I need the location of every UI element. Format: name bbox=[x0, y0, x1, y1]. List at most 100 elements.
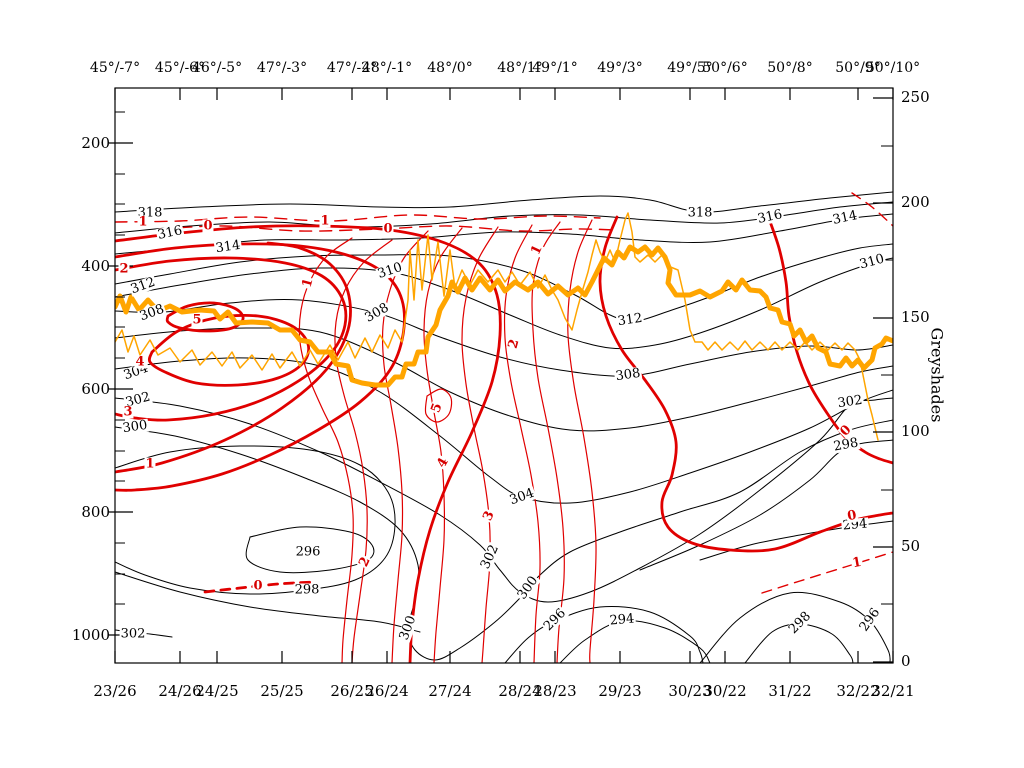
right-axis-label: 150 bbox=[901, 308, 930, 327]
right-axis-label: 200 bbox=[901, 193, 930, 212]
black-contour-label: 294 bbox=[608, 611, 636, 629]
right-axis-label: 0 bbox=[901, 652, 911, 671]
left-axis-label: 200 bbox=[81, 134, 110, 152]
black-contour-line bbox=[115, 571, 421, 633]
left-axis-label: 400 bbox=[81, 257, 110, 275]
red-contour-label: 1 bbox=[137, 214, 149, 230]
red-contour-line bbox=[115, 241, 352, 474]
bottom-axis-label: 32/21 bbox=[871, 682, 915, 700]
black-contour-line bbox=[115, 298, 893, 377]
bottom-axis-label: 29/23 bbox=[598, 682, 642, 700]
black-contour-label: 298 bbox=[293, 582, 321, 598]
black-contour-label: 296 bbox=[294, 544, 322, 560]
red-contour-line bbox=[115, 214, 601, 223]
red-contour-line bbox=[851, 192, 893, 227]
black-contour-label: 312 bbox=[615, 310, 645, 330]
red-contour-line bbox=[298, 237, 354, 663]
red-contour-line bbox=[423, 227, 463, 663]
top-axis-label: 50°/10° bbox=[865, 60, 921, 76]
bottom-axis-label: 27/24 bbox=[428, 682, 472, 700]
black-contour-line bbox=[115, 213, 893, 255]
top-axis-label: 45°/-6° bbox=[154, 60, 206, 76]
top-axis-label: 47°/-2° bbox=[326, 60, 378, 76]
plot-frame bbox=[114, 87, 894, 664]
right-axis-label: 50 bbox=[901, 537, 921, 556]
top-axis-label: 48°/-1° bbox=[361, 60, 413, 76]
red-contour-label: 0 bbox=[382, 221, 394, 237]
top-axis-label: 48°/0° bbox=[427, 60, 473, 76]
black-contour-line bbox=[559, 620, 711, 663]
bottom-axis-label: 30/23 bbox=[668, 682, 712, 700]
black-contour-line bbox=[115, 327, 893, 432]
top-axis-label: 49°/1° bbox=[532, 60, 578, 76]
red-contour-line bbox=[424, 388, 453, 423]
left-axis-label: 800 bbox=[81, 503, 110, 521]
bottom-axis-label: 24/25 bbox=[195, 682, 239, 700]
red-contour-line bbox=[766, 214, 893, 465]
top-axis-label: 50°/9° bbox=[835, 60, 881, 76]
bottom-axis-label: 23/26 bbox=[93, 682, 137, 700]
red-contour-line bbox=[461, 226, 499, 663]
top-axis-label: 50°/8° bbox=[767, 60, 813, 76]
orange-contour-line bbox=[115, 244, 893, 388]
red-contour-line bbox=[147, 314, 311, 387]
black-contour-label: 314 bbox=[213, 237, 243, 257]
red-contour-label: 4 bbox=[134, 354, 146, 370]
red-contour-line bbox=[761, 551, 893, 594]
orange-contour-line bbox=[115, 212, 879, 441]
left-axis-label: 1000 bbox=[71, 626, 110, 644]
left-axis-label: 600 bbox=[81, 380, 110, 398]
red-contour-line bbox=[115, 256, 348, 422]
red-contour-label: 3 bbox=[122, 404, 134, 420]
bottom-axis-label: 26/24 bbox=[365, 682, 409, 700]
black-contour-line bbox=[115, 357, 893, 504]
bottom-axis-label: 30/22 bbox=[703, 682, 747, 700]
red-contour-line bbox=[381, 230, 429, 663]
bottom-axis-label: 26/25 bbox=[330, 682, 374, 700]
black-contour-label: 300 bbox=[120, 417, 150, 437]
top-axis-label: 45°/-7° bbox=[89, 60, 141, 76]
red-contour-label: 1 bbox=[144, 456, 156, 472]
black-contour-label: 302 bbox=[119, 626, 147, 642]
right-axis-label: 250 bbox=[901, 88, 930, 107]
contour-lines-group bbox=[115, 191, 893, 663]
black-contour-line bbox=[744, 623, 854, 663]
red-contour-line bbox=[159, 225, 616, 232]
black-contour-label: 302 bbox=[835, 392, 865, 412]
red-contour-label: 1 bbox=[850, 554, 864, 572]
red-contour-label: 2 bbox=[118, 261, 130, 277]
red-contour-label: 0 bbox=[845, 507, 859, 525]
bottom-axis-label: 28/23 bbox=[533, 682, 577, 700]
top-axis-label: 50°/6° bbox=[702, 60, 748, 76]
black-contour-line bbox=[504, 605, 704, 663]
top-axis-label: 47°/-3° bbox=[256, 60, 308, 76]
right-axis-label: 100 bbox=[901, 422, 930, 441]
red-contour-label: 1 bbox=[319, 213, 331, 229]
black-contour-line bbox=[115, 445, 396, 595]
red-contour-line bbox=[598, 215, 893, 553]
red-contour-line bbox=[334, 239, 393, 663]
black-contour-line bbox=[699, 591, 891, 663]
bottom-axis-label: 28/24 bbox=[498, 682, 542, 700]
bottom-axis-label: 25/25 bbox=[260, 682, 304, 700]
black-contour-label: 308 bbox=[613, 365, 643, 385]
red-contour-line bbox=[115, 224, 502, 663]
black-contour-line bbox=[115, 257, 893, 350]
top-axis-label: 49°/5° bbox=[667, 60, 713, 76]
red-contour-label: 5 bbox=[191, 312, 203, 328]
red-contour-label: 0 bbox=[252, 578, 264, 594]
top-axis-label: 49°/3° bbox=[597, 60, 643, 76]
bottom-axis-label: 31/22 bbox=[768, 682, 812, 700]
black-contour-line bbox=[115, 191, 893, 213]
black-contour-label: 318 bbox=[686, 205, 714, 221]
black-contour-line bbox=[115, 419, 893, 661]
red-contour-line bbox=[567, 219, 597, 663]
red-contour-line bbox=[531, 221, 565, 663]
black-contour-line bbox=[115, 397, 893, 603]
bottom-axis-label: 24/26 bbox=[158, 682, 202, 700]
bottom-axis-label: 32/22 bbox=[836, 682, 880, 700]
red-contour-label: 0 bbox=[202, 218, 214, 234]
top-axis-label: 48°/1° bbox=[497, 60, 543, 76]
